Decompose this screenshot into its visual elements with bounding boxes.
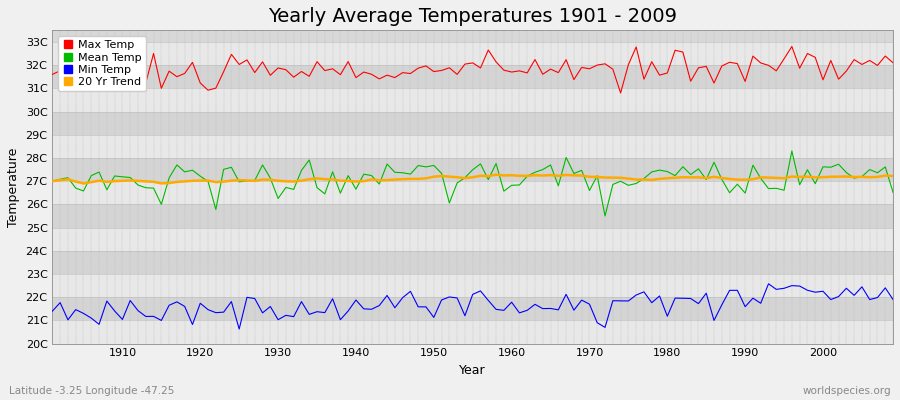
Bar — [52, 274, 893, 297]
20 Yr Trend — [335, 178, 346, 183]
Bar — [52, 320, 893, 344]
Line: Min Temp: Min Temp — [52, 284, 893, 329]
20 Yr Trend — [514, 173, 525, 178]
Min Temp — [608, 298, 618, 303]
20 Yr Trend — [522, 174, 533, 178]
Mean Temp — [281, 185, 292, 190]
Mean Temp — [109, 174, 120, 178]
Text: Latitude -3.25 Longitude -47.25: Latitude -3.25 Longitude -47.25 — [9, 386, 175, 396]
Min Temp — [288, 314, 299, 319]
X-axis label: Year: Year — [459, 364, 486, 377]
Bar — [52, 158, 893, 181]
Bar — [52, 135, 893, 158]
Max Temp — [281, 67, 292, 72]
Min Temp — [335, 317, 346, 322]
20 Yr Trend — [117, 178, 128, 183]
Bar — [52, 228, 893, 251]
Text: worldspecies.org: worldspecies.org — [803, 386, 891, 396]
20 Yr Trend — [288, 179, 299, 184]
Mean Temp — [608, 182, 618, 187]
Mean Temp — [328, 170, 338, 174]
Min Temp — [234, 327, 245, 332]
Line: Mean Temp: Mean Temp — [52, 151, 893, 216]
Bar — [52, 181, 893, 204]
Line: Max Temp: Max Temp — [52, 46, 893, 93]
Min Temp — [514, 310, 525, 315]
Mean Temp — [499, 189, 509, 194]
Bar — [52, 65, 893, 88]
Mean Temp — [599, 214, 610, 218]
Max Temp — [499, 68, 509, 72]
Max Temp — [328, 66, 338, 71]
Bar — [52, 297, 893, 320]
Title: Yearly Average Temperatures 1901 - 2009: Yearly Average Temperatures 1901 - 2009 — [268, 7, 677, 26]
Min Temp — [887, 297, 898, 302]
20 Yr Trend — [491, 172, 501, 177]
Min Temp — [109, 308, 120, 313]
20 Yr Trend — [47, 179, 58, 184]
Max Temp — [787, 44, 797, 49]
Mean Temp — [787, 148, 797, 153]
Bar — [52, 42, 893, 65]
Bar — [52, 112, 893, 135]
Bar — [52, 88, 893, 112]
Min Temp — [763, 281, 774, 286]
Max Temp — [599, 62, 610, 66]
Min Temp — [47, 309, 58, 314]
20 Yr Trend — [616, 176, 626, 180]
Max Temp — [47, 72, 58, 77]
Legend: Max Temp, Mean Temp, Min Temp, 20 Yr Trend: Max Temp, Mean Temp, Min Temp, 20 Yr Tre… — [58, 36, 146, 91]
Max Temp — [109, 73, 120, 78]
Line: 20 Yr Trend: 20 Yr Trend — [52, 175, 893, 184]
Y-axis label: Temperature: Temperature — [7, 147, 20, 227]
Bar — [52, 251, 893, 274]
Min Temp — [506, 300, 517, 304]
20 Yr Trend — [887, 174, 898, 178]
20 Yr Trend — [78, 181, 89, 186]
Bar — [52, 204, 893, 228]
Max Temp — [506, 70, 517, 74]
Max Temp — [887, 60, 898, 65]
Mean Temp — [47, 179, 58, 184]
Mean Temp — [506, 183, 517, 188]
Mean Temp — [887, 190, 898, 195]
Max Temp — [616, 90, 626, 95]
